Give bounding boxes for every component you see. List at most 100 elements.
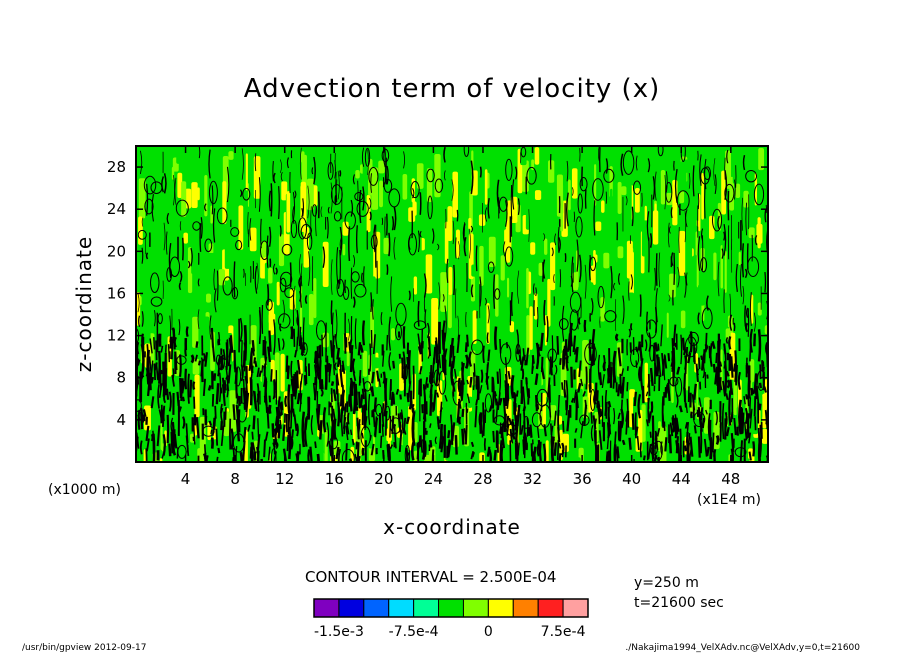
contour-line [369, 198, 372, 210]
contour-line [277, 338, 281, 351]
contour-line [232, 447, 236, 462]
contour-line [516, 329, 520, 355]
contour-line [674, 342, 678, 348]
contour-loop [354, 191, 364, 202]
contour-line [226, 166, 230, 203]
contour-line [329, 340, 333, 358]
contour-line [401, 357, 404, 370]
contour-line [392, 360, 396, 369]
contour-line [635, 155, 638, 171]
contour-line [613, 431, 617, 450]
field-streak [418, 266, 422, 290]
contour-line [735, 263, 738, 292]
contour-line [660, 324, 663, 347]
contour-line [299, 254, 301, 279]
field-streak [526, 268, 529, 309]
contour-loop [280, 271, 293, 287]
field-streak [681, 159, 689, 173]
contour-line [464, 424, 468, 445]
contour-line [252, 415, 256, 430]
contour-line [742, 155, 746, 171]
contour-loop [434, 178, 444, 193]
contour-line [547, 387, 551, 398]
colorbar-swatch [462, 598, 489, 618]
field-streak [192, 358, 200, 375]
contour-line [336, 347, 341, 360]
contour-line [177, 406, 182, 413]
contour-loop [344, 211, 356, 230]
field-streak [634, 188, 640, 213]
contour-line [190, 247, 193, 267]
contour-line [482, 345, 485, 364]
contour-line [539, 332, 544, 351]
contour-line [273, 172, 276, 184]
contour-line [506, 383, 510, 404]
field-streak [588, 446, 595, 460]
contour-line [247, 424, 251, 432]
contour-line [300, 373, 303, 388]
contour-line [672, 324, 677, 347]
contour-line [451, 381, 456, 392]
contour-line [717, 364, 722, 373]
contour-line [165, 231, 168, 255]
contour-line [373, 224, 376, 253]
contour-line [588, 346, 592, 361]
contour-loop [356, 200, 369, 217]
contour-line [253, 357, 257, 364]
contour-line [662, 412, 665, 428]
contour-line [361, 272, 364, 283]
field-streak [340, 160, 345, 193]
contour-line [739, 263, 742, 297]
contour-line [701, 357, 705, 371]
contour-line [280, 401, 284, 411]
contour-line [499, 440, 504, 462]
contour-line [598, 372, 603, 386]
contour-line [494, 326, 498, 350]
contour-line [591, 329, 596, 350]
contour-line [389, 379, 392, 400]
contour-line [332, 408, 336, 420]
contour-line [388, 352, 392, 371]
field-streak [754, 172, 758, 206]
contour-line [676, 366, 681, 375]
contour-line [482, 414, 486, 437]
contour-line [148, 372, 152, 391]
field-streak [260, 241, 267, 258]
contour-line [738, 410, 742, 422]
contour-loop [259, 240, 269, 261]
contour-line [197, 309, 200, 330]
field-streak [159, 458, 163, 462]
contour-line [654, 362, 658, 377]
contour-line [663, 355, 668, 369]
contour-line [573, 348, 578, 355]
contour-line [339, 226, 343, 256]
contour-line [383, 371, 387, 389]
colorbar-label: -1.5e-3 [313, 624, 364, 640]
contour-line [210, 429, 213, 435]
contour-line [215, 428, 219, 446]
contour-line [582, 391, 586, 397]
contour-line [234, 367, 239, 384]
contour-line [345, 422, 350, 435]
contour-line [567, 346, 570, 352]
footer-left: /usr/bin/gpview 2012-09-17 [22, 643, 147, 653]
field-streak [488, 236, 496, 268]
contour-line [598, 430, 603, 450]
contour-line [211, 185, 214, 215]
x-tick-label: 16 [325, 470, 344, 488]
contour-line [225, 365, 229, 384]
contour-line [469, 228, 471, 259]
contour-line [297, 359, 301, 375]
contour-line [695, 363, 699, 383]
contour-line [339, 359, 342, 377]
contour-line [458, 241, 461, 260]
field-streak [735, 183, 741, 199]
contour-line [592, 415, 597, 430]
contour-line [182, 416, 186, 429]
contour-loop [592, 178, 604, 201]
field-streak [141, 377, 148, 399]
contour-line [160, 369, 164, 375]
field-streak [621, 186, 627, 196]
contour-line [725, 336, 729, 344]
